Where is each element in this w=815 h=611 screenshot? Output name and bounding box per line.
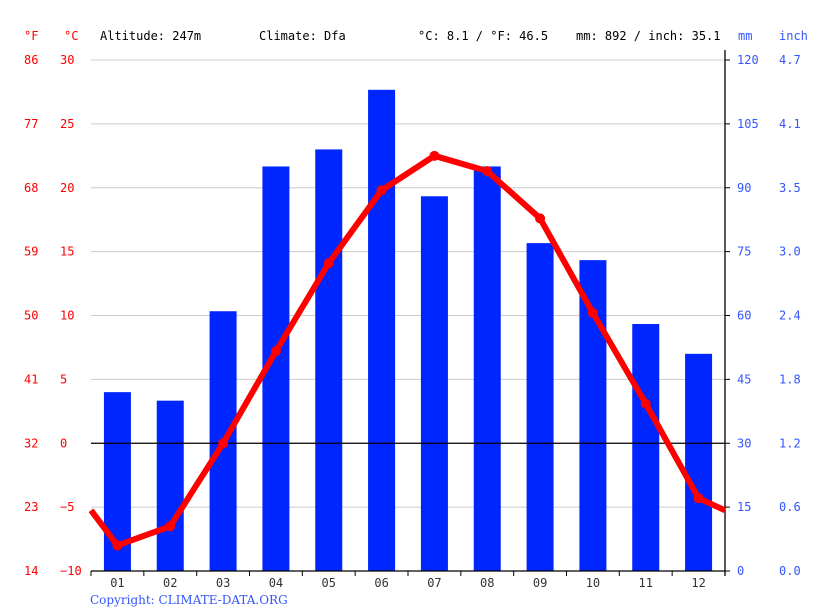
x-tick-label: 01 <box>110 576 124 590</box>
tick-label-mm: 75 <box>737 245 751 259</box>
x-tick-label: 07 <box>427 576 441 590</box>
temperature-line <box>88 150 727 551</box>
temp-point-03 <box>218 438 229 449</box>
tick-label-inch: 1.8 <box>779 372 801 386</box>
tick-label-inch: 0.6 <box>779 500 801 514</box>
tick-label-celsius: 25 <box>60 117 74 131</box>
tick-label-fahrenheit: 59 <box>24 245 38 259</box>
tick-label-celsius: 5 <box>60 372 67 386</box>
tick-label-fahrenheit: 23 <box>24 500 38 514</box>
temp-point-06 <box>376 185 387 196</box>
tick-label-celsius: 15 <box>60 245 74 259</box>
x-tick-label: 05 <box>322 576 336 590</box>
tick-label-fahrenheit: 77 <box>24 117 38 131</box>
gridlines <box>91 59 725 508</box>
precip-total-label: mm: 892 / inch: 35.1 <box>576 29 721 43</box>
climate-label: Climate: Dfa <box>259 29 346 43</box>
temp-point-05 <box>323 258 334 269</box>
unit-celsius-label: °C <box>64 29 78 43</box>
precip-bar-06 <box>368 89 396 571</box>
tick-label-fahrenheit: 50 <box>24 309 38 323</box>
temp-point-10 <box>587 307 598 318</box>
tick-label-inch: 0.0 <box>779 564 801 578</box>
tick-label-celsius: 20 <box>60 181 74 195</box>
precip-bar-12 <box>685 353 713 571</box>
tick-label-inch: 3.0 <box>779 245 801 259</box>
temperature-polyline <box>88 152 727 549</box>
x-tick-label: 09 <box>533 576 547 590</box>
x-tick-label: 03 <box>216 576 230 590</box>
tick-label-celsius: 30 <box>60 53 74 67</box>
tick-label-inch: 4.1 <box>779 117 801 131</box>
tick-label-mm: 30 <box>737 436 751 450</box>
precip-bar-08 <box>473 166 501 572</box>
precip-bar-07 <box>420 196 448 571</box>
tick-label-fahrenheit: 68 <box>24 181 38 195</box>
tick-label-mm: 0 <box>737 564 744 578</box>
x-tick-label: 02 <box>163 576 177 590</box>
tick-label-mm: 120 <box>737 53 759 67</box>
precip-bar-02 <box>156 400 184 571</box>
tick-label-celsius: −10 <box>60 564 82 578</box>
tick-label-fahrenheit: 14 <box>24 564 38 578</box>
x-tick-label: 08 <box>480 576 494 590</box>
x-tick-label: 12 <box>691 576 705 590</box>
copyright-link[interactable]: Copyright: CLIMATE-DATA.ORG <box>90 593 288 607</box>
tick-label-fahrenheit: 41 <box>24 372 38 386</box>
tick-label-celsius: −5 <box>60 500 74 514</box>
x-tick-label: 11 <box>639 576 653 590</box>
precip-bar-10 <box>579 260 607 571</box>
precip-bar-09 <box>526 243 554 571</box>
precip-bar-05 <box>315 149 343 572</box>
unit-mm-label: mm <box>738 29 752 43</box>
tick-label-mm: 60 <box>737 309 751 323</box>
tick-label-inch: 3.5 <box>779 181 801 195</box>
x-tick-label: 06 <box>374 576 388 590</box>
temp-point-07 <box>429 150 440 161</box>
tick-label-celsius: 0 <box>60 436 67 450</box>
tick-label-inch: 4.7 <box>779 53 801 67</box>
altitude-label: Altitude: 247m <box>100 29 201 43</box>
tick-label-inch: 1.2 <box>779 436 801 450</box>
precipitation-bars <box>103 89 713 572</box>
precip-bar-11 <box>632 324 660 571</box>
x-tick-label: 10 <box>586 576 600 590</box>
unit-inch-label: inch <box>779 29 808 43</box>
temp-point-11 <box>640 398 651 409</box>
temp-point-09 <box>535 213 546 224</box>
temp-point-12 <box>693 493 704 504</box>
x-tick-label: 04 <box>269 576 283 590</box>
tick-label-inch: 2.4 <box>779 309 801 323</box>
tick-label-mm: 45 <box>737 372 751 386</box>
temp-point-04 <box>270 346 281 357</box>
tick-label-mm: 15 <box>737 500 751 514</box>
tick-label-mm: 90 <box>737 181 751 195</box>
tick-label-fahrenheit: 86 <box>24 53 38 67</box>
temp-point-08 <box>482 166 493 177</box>
unit-fahrenheit-label: °F <box>24 29 38 43</box>
temp-average-label: °C: 8.1 / °F: 46.5 <box>418 29 548 43</box>
temp-point-02 <box>165 521 176 532</box>
tick-label-mm: 105 <box>737 117 759 131</box>
tick-label-celsius: 10 <box>60 309 74 323</box>
axes <box>90 50 730 576</box>
temp-point-01 <box>112 540 123 551</box>
tick-label-fahrenheit: 32 <box>24 436 38 450</box>
